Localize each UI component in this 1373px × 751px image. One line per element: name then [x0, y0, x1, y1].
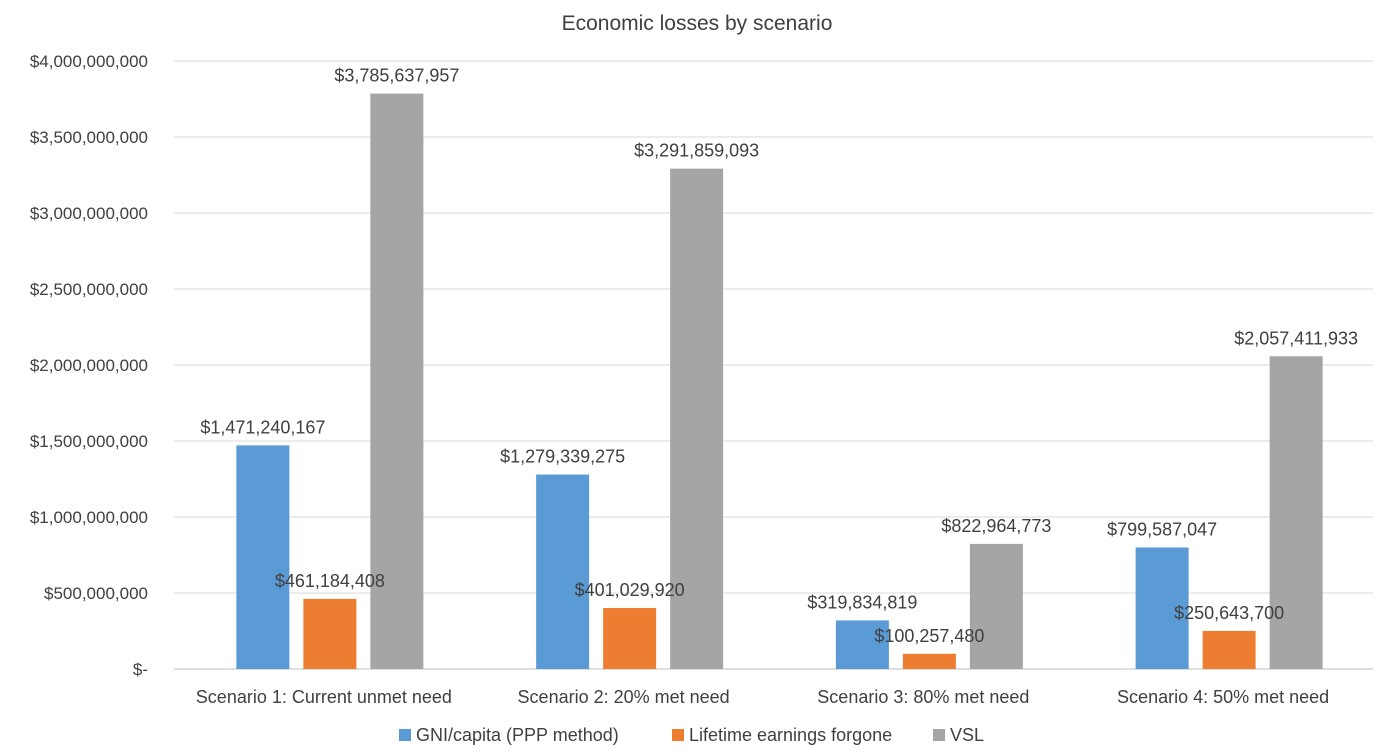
bar: [236, 445, 290, 669]
category-label: Scenario 2: 20% met need: [518, 687, 730, 707]
y-tick-label: $1,500,000,000: [30, 432, 148, 451]
y-tick-label: $500,000,000: [44, 584, 148, 603]
data-label: $100,257,480: [874, 626, 984, 646]
bar: [603, 608, 657, 669]
category-label: Scenario 1: Current unmet need: [196, 687, 452, 707]
data-label: $2,057,411,933: [1234, 328, 1358, 348]
data-label: $401,029,920: [575, 580, 685, 600]
data-label: $319,834,819: [807, 592, 917, 612]
chart-title: Economic losses by scenario: [562, 12, 833, 35]
legend-entry: VSL: [950, 725, 984, 745]
y-tick-label: $3,000,000,000: [30, 204, 148, 223]
bar: [536, 474, 590, 669]
data-label: $1,471,240,167: [200, 417, 325, 437]
data-label: $3,291,859,093: [634, 141, 759, 161]
legend-entry: Lifetime earnings forgone: [689, 725, 892, 745]
bar: [370, 93, 424, 670]
bar: [1202, 630, 1256, 669]
bar: [670, 168, 724, 669]
bar: [835, 620, 889, 669]
x-axis-categories: Scenario 1: Current unmet need Scenario 2…: [196, 687, 1329, 707]
y-tick-label: $3,500,000,000: [30, 128, 148, 147]
y-tick-label: $2,000,000,000: [30, 356, 148, 375]
category-label: Scenario 4: 50% met need: [1117, 687, 1329, 707]
y-tick-label: $4,000,000,000: [30, 52, 148, 71]
data-label: $3,785,637,957: [334, 66, 459, 86]
bar: [969, 543, 1023, 669]
data-label: $822,964,773: [941, 516, 1051, 536]
data-label: $1,279,339,275: [500, 447, 625, 467]
legend-entry: GNI/capita (PPP method): [416, 725, 619, 745]
bar: [1135, 547, 1189, 669]
y-tick-label: $1,000,000,000: [30, 508, 148, 527]
y-axis-ticks: $- $500,000,000 $1,000,000,000 $1,500,000,0…: [30, 52, 148, 679]
bars: [236, 93, 1323, 670]
legend-swatch: [933, 729, 945, 741]
data-label: $799,587,047: [1107, 519, 1217, 539]
bar: [303, 598, 357, 669]
data-label: $461,184,408: [275, 571, 385, 591]
data-labels: $1,471,240,167 $461,184,408 $3,785,637,957…: [200, 66, 1358, 646]
y-tick-label: $-: [133, 660, 148, 679]
legend: GNI/capita (PPP method) Lifetime earnings…: [399, 725, 984, 745]
data-label: $250,643,700: [1174, 603, 1284, 623]
bar: [902, 653, 956, 669]
category-label: Scenario 3: 80% met need: [817, 687, 1029, 707]
legend-swatch: [672, 729, 684, 741]
y-tick-label: $2,500,000,000: [30, 280, 148, 299]
legend-swatch: [399, 729, 411, 741]
bar: [1269, 356, 1323, 669]
